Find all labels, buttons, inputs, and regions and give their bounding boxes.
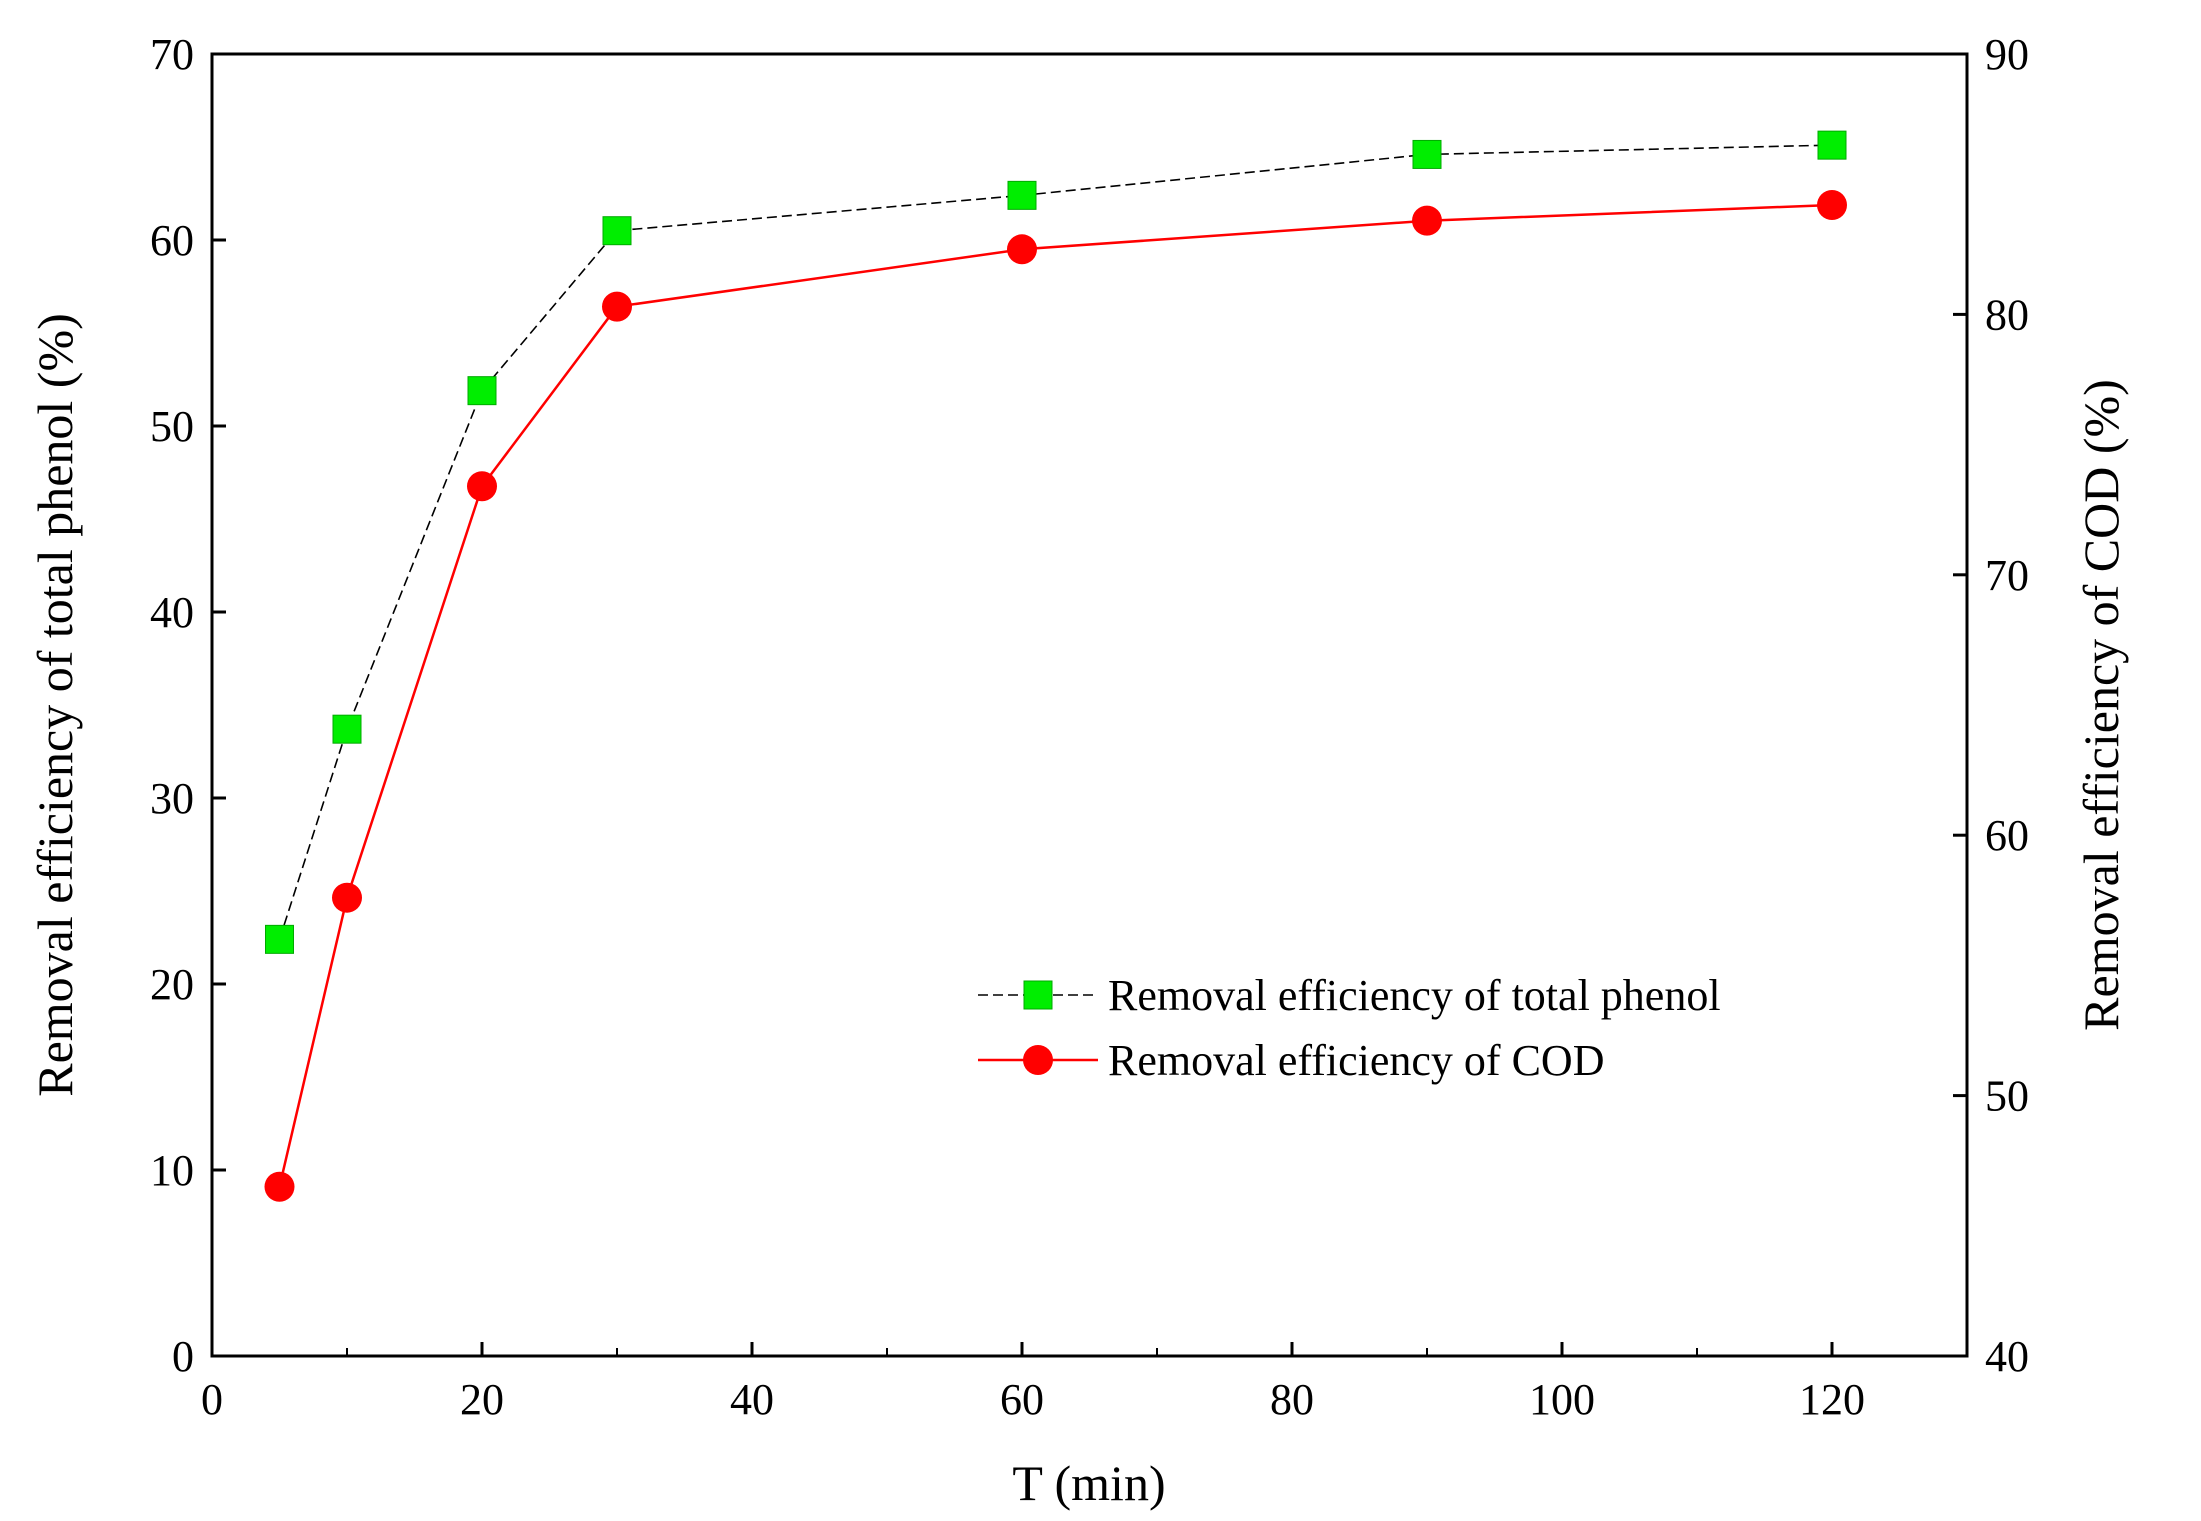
x-tick-label: 80 [1270, 1375, 1314, 1424]
y-right-tick-label: 90 [1985, 30, 2029, 79]
y-left-tick-label: 0 [172, 1332, 194, 1381]
legend-marker-cod [1023, 1045, 1053, 1075]
y-left-tick-label: 10 [150, 1146, 194, 1195]
plot-frame [210, 52, 1969, 1358]
y-left-tick-label: 30 [150, 774, 194, 823]
y-left-tick-label: 60 [150, 216, 194, 265]
data-point-phenol [602, 216, 632, 246]
legend: Removal efficiency of total phenol Remov… [978, 971, 1721, 1085]
x-tick-label: 0 [201, 1375, 223, 1424]
data-point-phenol [1817, 130, 1847, 160]
y-right-tick-label: 70 [1985, 551, 2029, 600]
x-tick-label: 100 [1529, 1375, 1595, 1424]
data-point-phenol [265, 924, 294, 954]
legend-label-cod: Removal efficiency of COD [1108, 1036, 1604, 1085]
data-point-cod [1007, 234, 1037, 265]
y-left-tick-label: 70 [150, 30, 194, 79]
x-tick-label: 20 [460, 1375, 504, 1424]
data-point-cod [467, 471, 497, 502]
y-right-tick-label: 80 [1985, 290, 2029, 339]
legend-marker-phenol [1023, 980, 1053, 1010]
data-point-cod [332, 882, 362, 913]
x-tick-label: 40 [730, 1375, 774, 1424]
y-right-tick-label: 50 [1985, 1072, 2029, 1121]
y-left-axis-title: Removal efficiency of total phenol (%) [27, 313, 83, 1097]
data-point-phenol [1412, 139, 1442, 169]
data-point-phenol [467, 376, 497, 406]
data-point-phenol [1007, 180, 1037, 210]
y-left-tick-label: 50 [150, 402, 194, 451]
series-line-phenol [278, 144, 1833, 940]
data-point-cod [1412, 205, 1442, 236]
x-axis-title: T (min) [1012, 1455, 1165, 1511]
y-right-axis-title: Removal efficiency of COD (%) [2073, 379, 2129, 1031]
data-point-cod [602, 291, 632, 322]
x-tick-label: 120 [1799, 1375, 1865, 1424]
y-left-tick-label: 40 [150, 588, 194, 637]
y-right-tick-label: 60 [1985, 811, 2029, 860]
legend-label-phenol: Removal efficiency of total phenol [1108, 971, 1721, 1020]
data-point-cod [1817, 190, 1847, 221]
y-left-tick-label: 20 [150, 960, 194, 1009]
ticks-layer: 0 20 40 60 80 100 120 0 10 20 30 40 50 60 70 40 50 60 70 80… [150, 30, 2029, 1424]
data-point-phenol [332, 714, 362, 744]
x-tick-label: 60 [1000, 1375, 1044, 1424]
data-point-cod [264, 1171, 295, 1202]
series-layer [264, 130, 1847, 1202]
y-right-tick-label: 40 [1985, 1332, 2029, 1381]
